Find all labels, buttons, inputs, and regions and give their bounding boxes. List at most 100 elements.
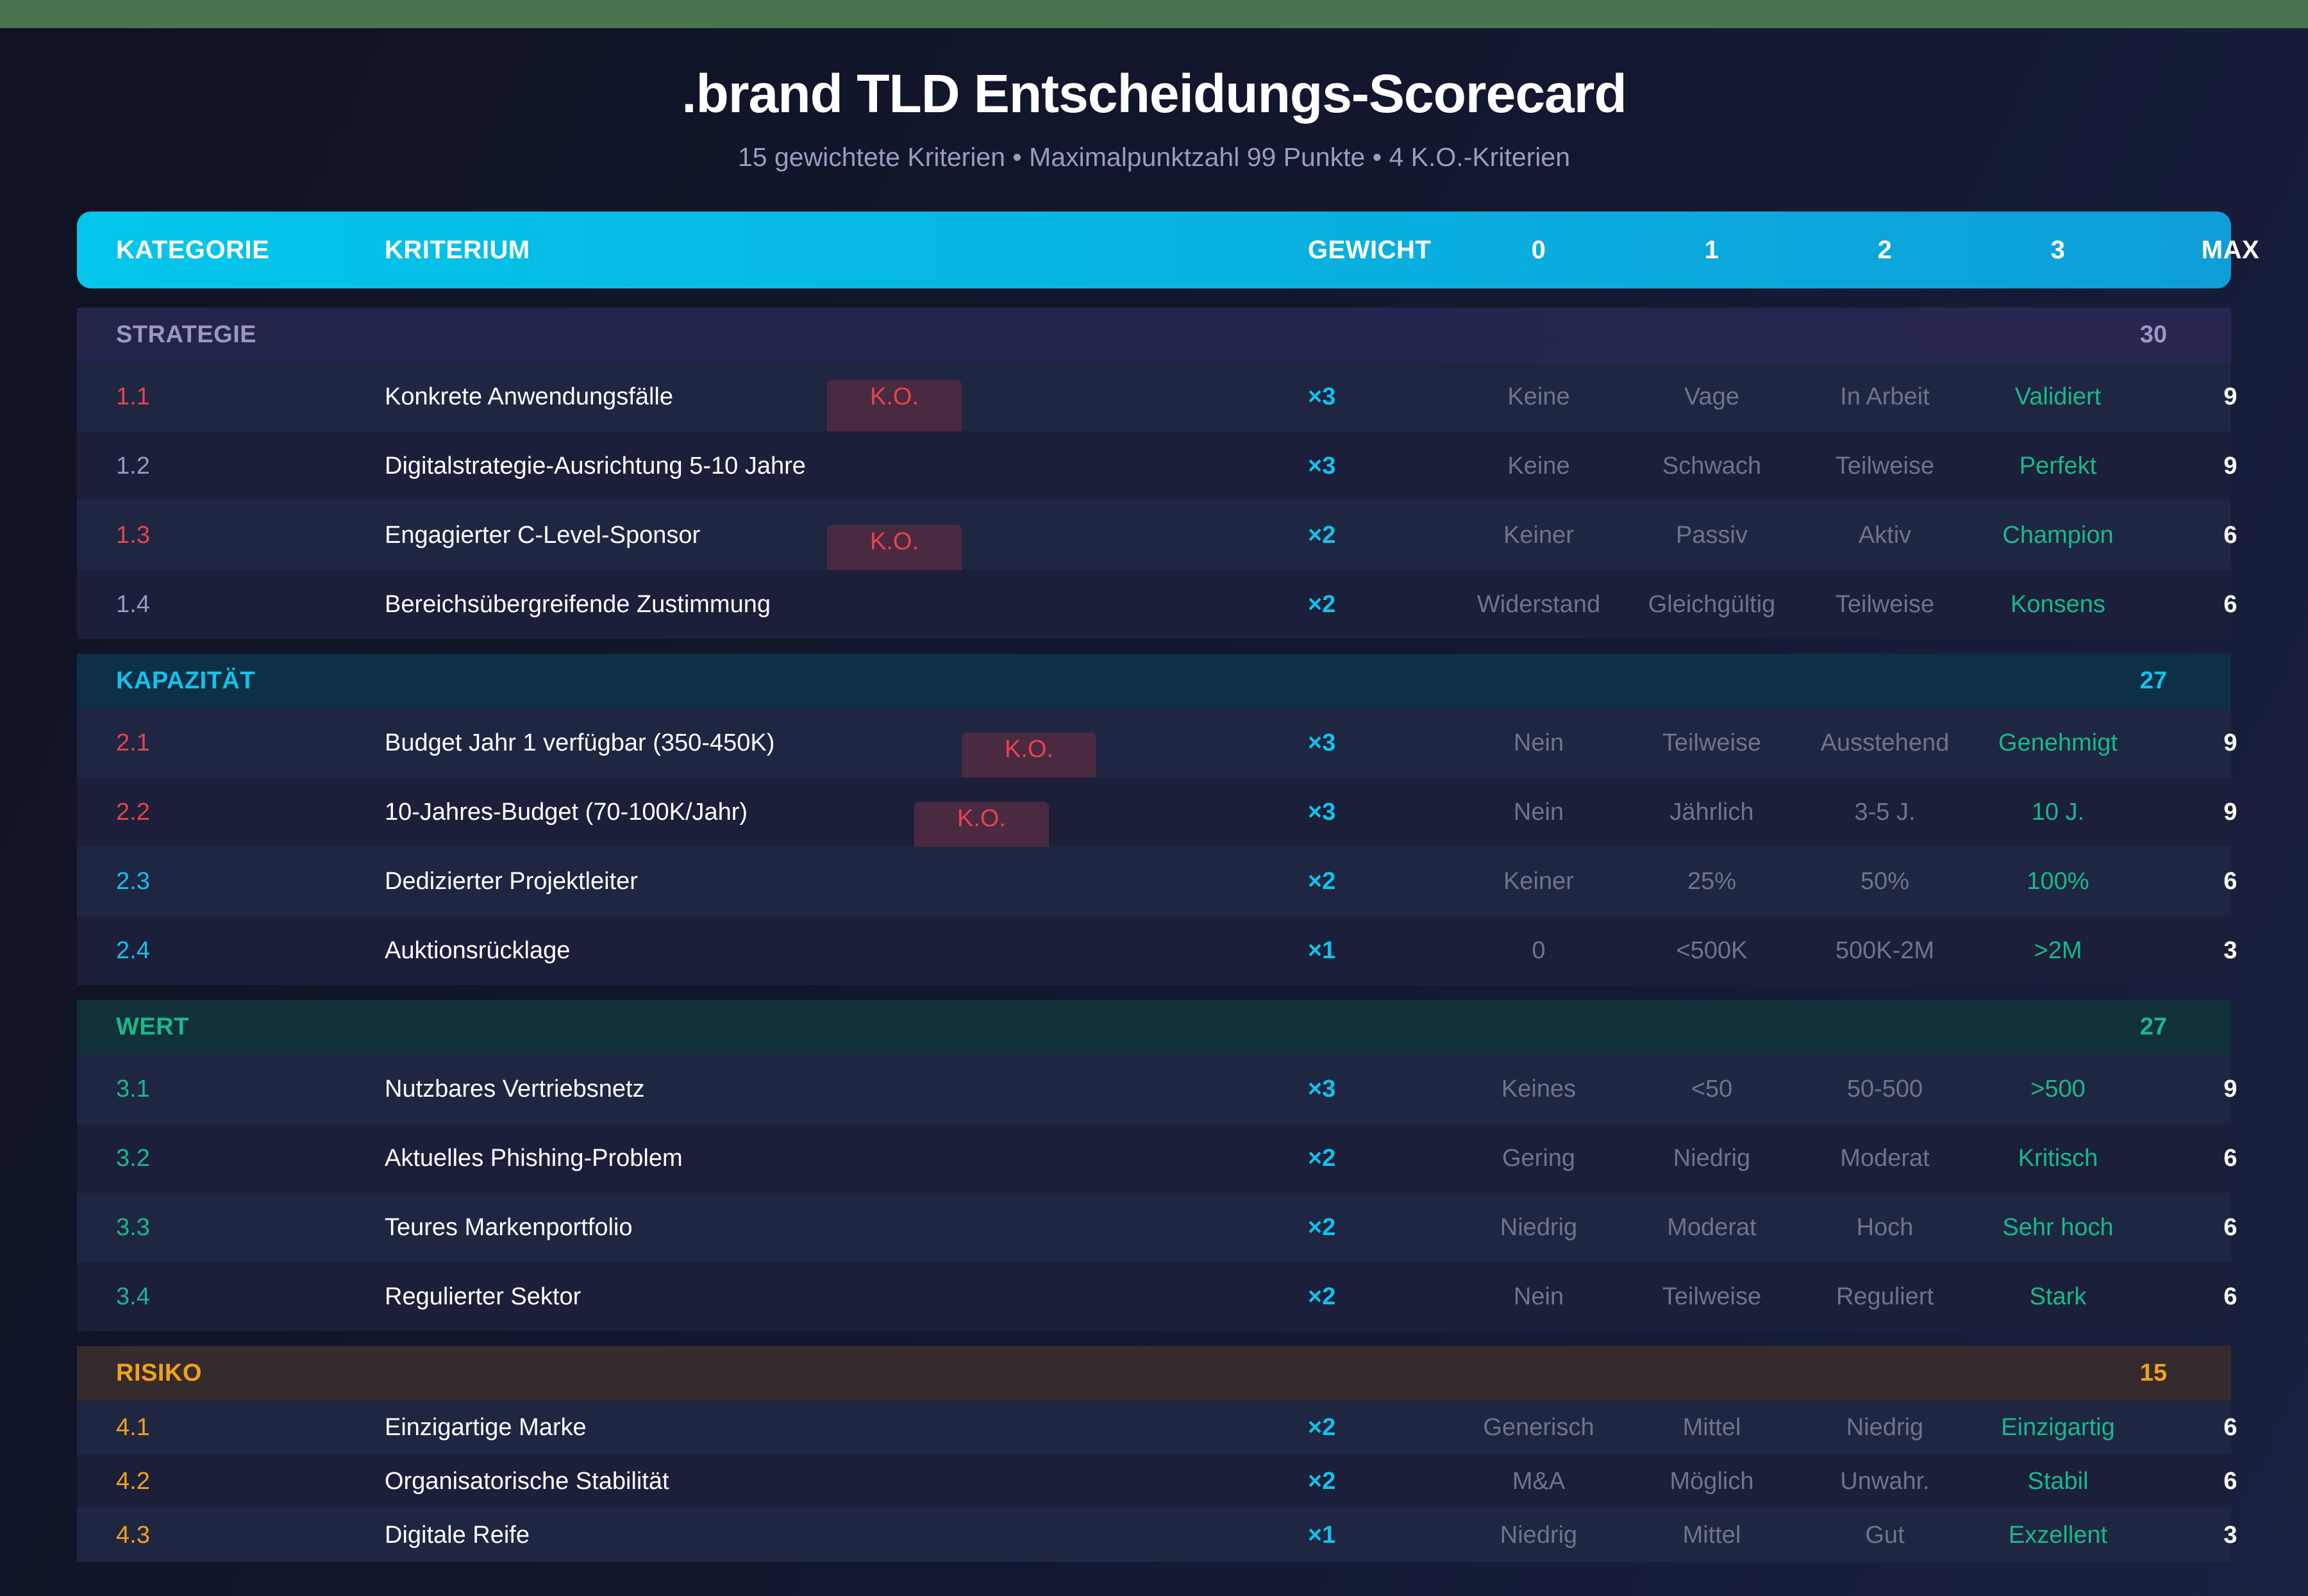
max-score: 6 <box>2223 522 2237 549</box>
section-name: WERT <box>116 1013 189 1040</box>
section-total: 27 <box>2139 667 2168 694</box>
score-1-option: Moderat <box>1667 1214 1757 1241</box>
max-score: 6 <box>2223 1468 2237 1495</box>
section-name: KAPAZITÄT <box>116 667 255 694</box>
criterion-id: 2.1 <box>116 729 150 756</box>
table-row: 3.2 Aktuelles Phishing-Problem ×2 Gering… <box>77 1124 2237 1193</box>
score-3-option: Validiert <box>2014 383 2102 410</box>
criterion-name: Konkrete Anwendungsfälle <box>385 383 673 410</box>
section-total: 15 <box>2139 1359 2168 1386</box>
criterion-id: 1.1 <box>116 383 150 410</box>
section-kapazitaet: KAPAZITÄT 27 <box>77 654 2231 708</box>
score-0-option: Keines <box>1501 1076 1576 1102</box>
section-strategie: STRATEGIE 30 <box>77 308 2231 362</box>
criterion-id: 2.3 <box>116 868 150 895</box>
score-0-option: Widerstand <box>1476 591 1601 618</box>
score-1-option: Mittel <box>1682 1414 1741 1441</box>
score-1-option: Gleichgültig <box>1648 591 1776 618</box>
weight: ×2 <box>1308 1283 1336 1310</box>
table-row: 2.3 Dedizierter Projektleiter ×2 Keiner … <box>77 847 2237 916</box>
criterion-id: 4.1 <box>116 1414 150 1441</box>
score-2-option: Gut <box>1865 1522 1905 1549</box>
criterion-name: Bereichsübergreifende Zustimmung <box>385 591 771 618</box>
score-0-option: Niedrig <box>1500 1214 1578 1241</box>
score-2-option: Niedrig <box>1846 1414 1924 1441</box>
weight: ×2 <box>1308 1468 1336 1495</box>
table-row: 4.3 Digitale Reife ×1 Niedrig Mittel Gut… <box>77 1508 2237 1562</box>
col-header-score-1: 1 <box>1704 236 1719 264</box>
score-2-option: Unwahr. <box>1840 1468 1930 1495</box>
table-row: 2.4 Auktionsrücklage ×1 0 <500K 500K-2M … <box>77 916 2237 985</box>
score-2-option: 3-5 J. <box>1854 799 1916 826</box>
score-1-option: Jährlich <box>1669 799 1754 826</box>
score-3-option: Stark <box>2029 1283 2087 1310</box>
score-2-option: Teilweise <box>1835 591 1935 618</box>
score-3-option: Genehmigt <box>1998 729 2118 756</box>
table-row: 3.3 Teures Markenportfolio ×2 Niedrig Mo… <box>77 1193 2237 1262</box>
score-0-option: Keine <box>1507 453 1570 479</box>
weight: ×3 <box>1308 383 1336 410</box>
criterion-id: 2.4 <box>116 937 150 964</box>
col-header-score-2: 2 <box>1877 236 1893 264</box>
criterion-name: Nutzbares Vertriebsnetz <box>385 1076 645 1102</box>
score-3-option: Konsens <box>2011 591 2105 618</box>
criterion-name: Dedizierter Projektleiter <box>385 868 638 895</box>
criterion-id: 1.3 <box>116 522 150 549</box>
table-row: 1.4 Bereichsübergreifende Zustimmung ×2 … <box>77 570 2237 639</box>
weight: ×3 <box>1308 1076 1336 1102</box>
max-score: 6 <box>2223 591 2237 618</box>
table-row: 4.2 Organisatorische Stabilität ×2 M&A M… <box>77 1454 2237 1508</box>
score-3-option: >500 <box>2030 1076 2086 1102</box>
criterion-id: 4.3 <box>116 1522 150 1549</box>
score-0-option: Generisch <box>1483 1414 1594 1441</box>
score-2-option: Aktiv <box>1858 522 1912 549</box>
score-0-option: Nein <box>1513 1283 1564 1310</box>
score-2-option: 500K-2M <box>1835 937 1935 964</box>
weight: ×1 <box>1308 937 1336 964</box>
weight: ×2 <box>1308 1414 1336 1441</box>
criterion-name: Aktuelles Phishing-Problem <box>385 1145 683 1172</box>
criterion-name: Organisatorische Stabilität <box>385 1468 669 1495</box>
weight: ×2 <box>1308 1214 1336 1241</box>
max-score: 6 <box>2223 868 2237 895</box>
criterion-name: Engagierter C-Level-Sponsor <box>385 522 701 549</box>
col-header-kategorie: KATEGORIE <box>116 236 270 264</box>
score-1-option: <500K <box>1676 937 1748 964</box>
table-row: 1.2 Digitalstrategie-Ausrichtung 5-10 Ja… <box>77 431 2237 501</box>
score-1-option: Teilweise <box>1662 1283 1762 1310</box>
table-row: 1.3 Engagierter C-Level-Sponsor K.O. ×2 … <box>77 501 2237 594</box>
criterion-id: 2.2 <box>116 799 150 826</box>
max-score: 6 <box>2223 1145 2237 1172</box>
score-1-option: Passiv <box>1676 522 1748 549</box>
score-1-option: 25% <box>1687 868 1737 895</box>
col-header-max: MAX <box>2201 236 2260 264</box>
page-title: .brand TLD Entscheidungs-Scorecard <box>682 63 1627 124</box>
criterion-id: 1.4 <box>116 591 150 618</box>
section-total: 30 <box>2139 321 2168 348</box>
score-0-option: 0 <box>1532 937 1546 964</box>
score-0-option: Nein <box>1513 729 1564 756</box>
max-score: 3 <box>2223 1522 2237 1549</box>
score-2-option: In Arbeit <box>1840 383 1930 410</box>
table-row: 1.1 Konkrete Anwendungsfälle K.O. ×3 Kei… <box>77 362 2237 449</box>
section-name: RISIKO <box>116 1359 202 1386</box>
criterion-name: 10-Jahres-Budget (70-100K/Jahr) <box>385 799 748 826</box>
score-1-option: Schwach <box>1662 453 1762 479</box>
criterion-id: 3.4 <box>116 1283 150 1310</box>
max-score: 9 <box>2223 729 2237 756</box>
weight: ×1 <box>1308 1522 1336 1549</box>
score-1-option: Teilweise <box>1662 729 1762 756</box>
score-3-option: Einzigartig <box>2001 1414 2115 1441</box>
score-0-option: Keiner <box>1503 522 1574 549</box>
table-row: 4.1 Einzigartige Marke ×2 Generisch Mitt… <box>77 1401 2237 1454</box>
score-1-option: Mittel <box>1682 1522 1741 1549</box>
col-header-kriterium: KRITERIUM <box>385 236 530 264</box>
criterion-name: Budget Jahr 1 verfügbar (350-450K) <box>385 729 775 756</box>
score-0-option: Nein <box>1513 799 1564 826</box>
score-3-option: Exzellent <box>2008 1522 2108 1549</box>
max-score: 9 <box>2223 799 2237 826</box>
criterion-name: Digitalstrategie-Ausrichtung 5-10 Jahre <box>385 453 806 479</box>
table-row: 3.1 Nutzbares Vertriebsnetz ×3 Keines <5… <box>77 1054 2237 1124</box>
criterion-name: Digitale Reife <box>385 1522 530 1549</box>
score-2-option: 50-500 <box>1846 1076 1923 1102</box>
